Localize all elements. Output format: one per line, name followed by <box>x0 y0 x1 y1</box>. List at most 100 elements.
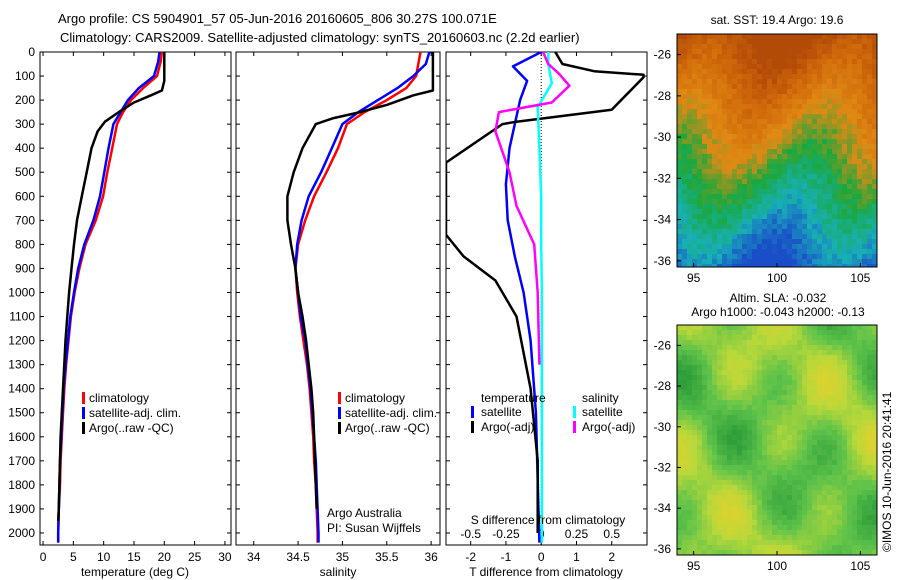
heatmap-cell <box>677 34 683 40</box>
heatmap-cell <box>677 510 683 516</box>
heatmap-cell <box>712 545 718 551</box>
heatmap-cell <box>682 400 688 406</box>
heatmap-cell <box>842 34 848 40</box>
heatmap-cell <box>837 154 843 160</box>
heatmap-cell <box>792 169 798 175</box>
heatmap-cell <box>782 375 788 381</box>
heatmap-cell <box>707 99 713 105</box>
heatmap-cell <box>802 325 808 331</box>
heatmap-cell <box>692 480 698 486</box>
heatmap-cell <box>807 495 813 501</box>
heatmap-cell <box>847 254 853 260</box>
heatmap-cell <box>802 99 808 105</box>
heatmap-cell <box>677 515 683 521</box>
profile-series <box>56 52 645 543</box>
heatmap-cell <box>837 134 843 140</box>
heatmap-cell <box>702 480 708 486</box>
heatmap-cell <box>757 124 763 130</box>
heatmap-cell <box>822 174 828 180</box>
heatmap-cell <box>752 34 758 40</box>
heatmap-cell <box>802 129 808 135</box>
heatmap-cell <box>722 264 728 267</box>
heatmap-cell <box>872 395 877 401</box>
heatmap-cell <box>862 420 868 426</box>
heatmap-cell <box>707 174 713 180</box>
heatmap-cell <box>727 425 733 431</box>
heatmap-cell <box>722 214 728 220</box>
heatmap-cell <box>852 64 858 70</box>
heatmap-cell <box>757 540 763 546</box>
heatmap-cell <box>752 325 758 331</box>
heatmap-cell <box>787 500 793 506</box>
heatmap-cell <box>717 520 723 526</box>
heatmap-cell <box>837 199 843 205</box>
heatmap-cell <box>717 64 723 70</box>
heatmap-cell <box>867 355 873 361</box>
heatmap-cell <box>772 109 778 115</box>
heatmap-cell <box>757 470 763 476</box>
heatmap-cell <box>722 99 728 105</box>
heatmap-cell <box>687 400 693 406</box>
heatmap-cell <box>762 139 768 145</box>
map-y-tick-label: -32 <box>654 171 672 185</box>
heatmap-cell <box>822 89 828 95</box>
heatmap-cell <box>757 390 763 396</box>
heatmap-cell <box>837 400 843 406</box>
heatmap-cell <box>707 500 713 506</box>
heatmap-cell <box>837 380 843 386</box>
heatmap-cell <box>742 104 748 110</box>
heatmap-cell <box>752 405 758 411</box>
heatmap-cell <box>742 540 748 546</box>
heatmap-cell <box>837 450 843 456</box>
heatmap-cell <box>862 79 868 85</box>
heatmap-cell <box>717 335 723 341</box>
heatmap-cell <box>692 525 698 531</box>
heatmap-cell <box>722 179 728 185</box>
heatmap-cell <box>872 264 877 267</box>
heatmap-cell <box>782 84 788 90</box>
heatmap-cell <box>677 84 683 90</box>
heatmap-cell <box>702 114 708 120</box>
heatmap-cell <box>687 64 693 70</box>
heatmap-cell <box>817 219 823 225</box>
heatmap-cell <box>872 390 877 396</box>
heatmap-cell <box>727 550 733 555</box>
heatmap-cell <box>692 430 698 436</box>
heatmap-cell <box>812 450 818 456</box>
heatmap-cell <box>832 530 838 536</box>
heatmap-cell <box>862 139 868 145</box>
heatmap-cell <box>777 400 783 406</box>
heatmap-cell <box>772 550 778 555</box>
heatmap-cell <box>697 425 703 431</box>
heatmap-cell <box>697 490 703 496</box>
heatmap-cell <box>842 109 848 115</box>
heatmap-cell <box>807 139 813 145</box>
heatmap-cell <box>807 144 813 150</box>
heatmap-cell <box>852 119 858 125</box>
heatmap-cell <box>817 405 823 411</box>
heatmap-cell <box>797 224 803 230</box>
heatmap-cell <box>857 99 863 105</box>
heatmap-cell <box>787 259 793 265</box>
heatmap-cell <box>712 540 718 546</box>
heatmap-cell <box>852 425 858 431</box>
heatmap-cell <box>727 204 733 210</box>
heatmap-cell <box>707 124 713 130</box>
heatmap-cell <box>842 104 848 110</box>
heatmap-cell <box>722 435 728 441</box>
heatmap-cell <box>782 74 788 80</box>
heatmap-cell <box>702 325 708 331</box>
heatmap-cell <box>687 435 693 441</box>
heatmap-cell <box>812 470 818 476</box>
heatmap-cell <box>837 395 843 401</box>
heatmap-cell <box>787 395 793 401</box>
heatmap-cell <box>737 94 743 100</box>
heatmap-cell <box>682 129 688 135</box>
heatmap-cell <box>682 455 688 461</box>
heatmap-cell <box>792 189 798 195</box>
heatmap-cell <box>717 470 723 476</box>
heatmap-cell <box>812 505 818 511</box>
heatmap-cell <box>837 510 843 516</box>
heatmap-cell <box>702 545 708 551</box>
heatmap-cell <box>677 435 683 441</box>
